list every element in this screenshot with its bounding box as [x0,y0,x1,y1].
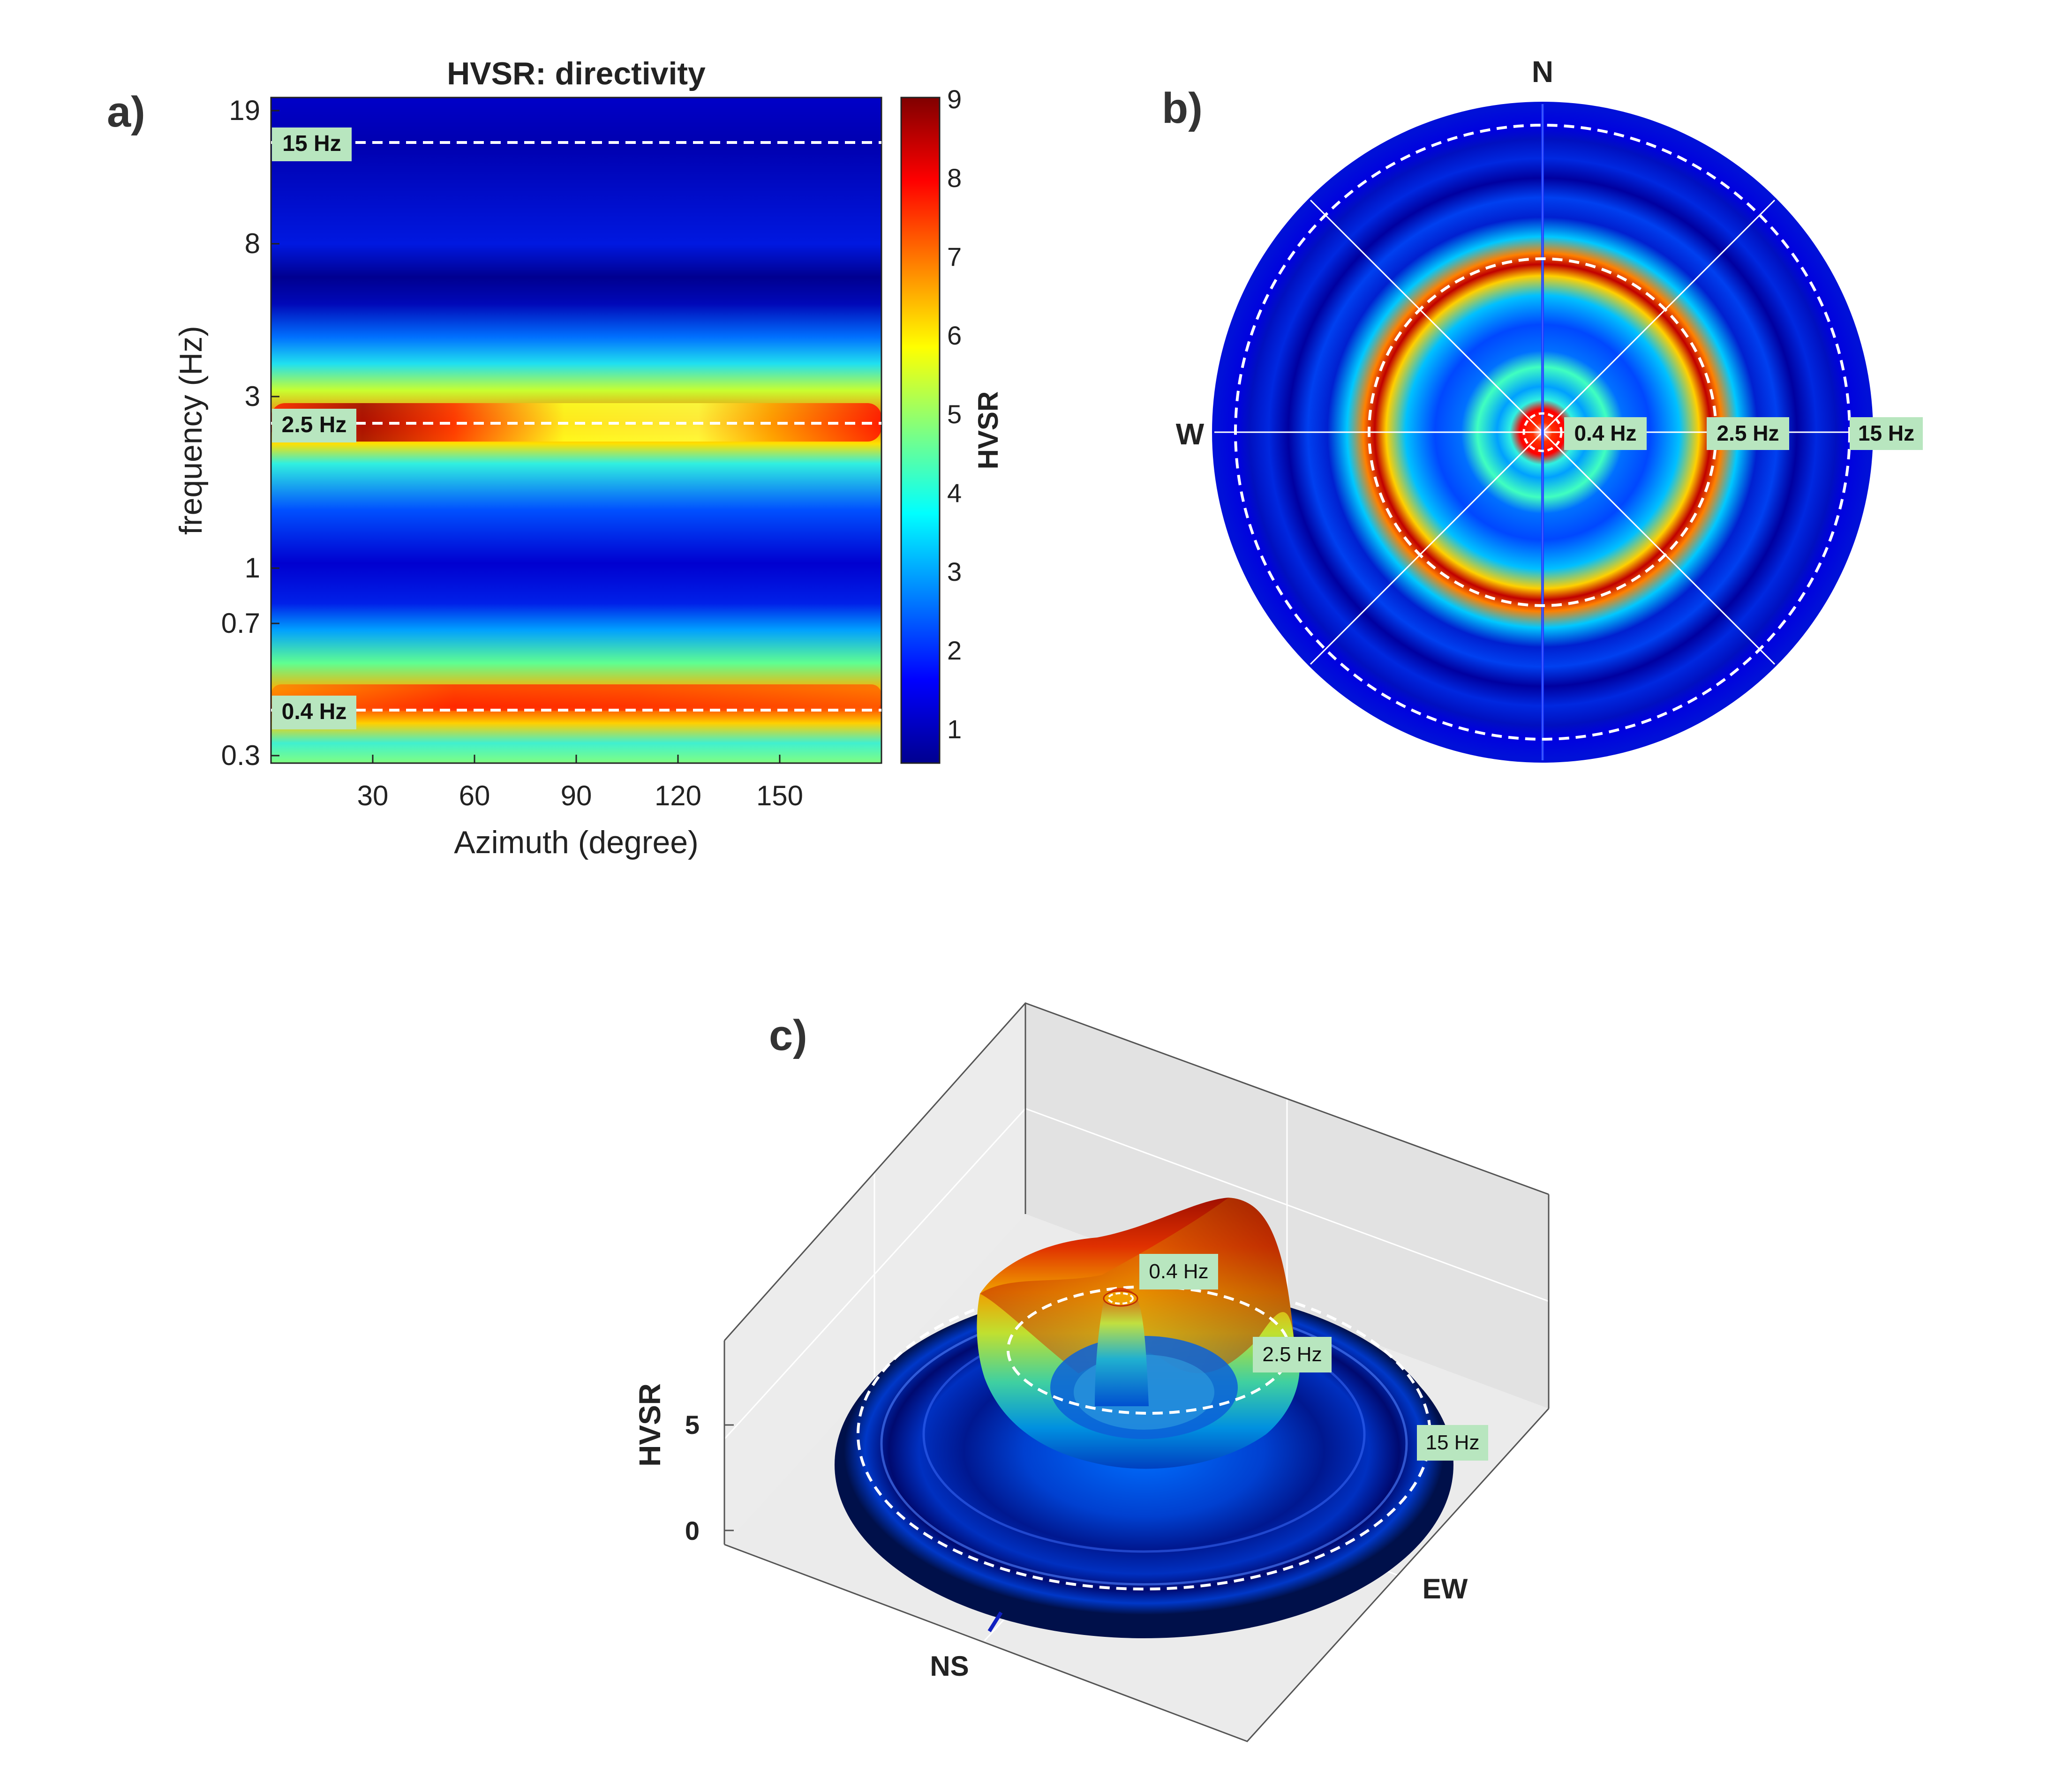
annotation-2.5hz: 2.5 Hz [272,409,356,442]
panel-a-title: HVSR: directivity [447,56,706,91]
panel-b-letter: b) [1162,84,1203,132]
axis-label-ns: NS [930,1650,969,1682]
y-tick: 3 [245,381,260,412]
svg-text:15 Hz: 15 Hz [1426,1431,1480,1454]
z-axis-label: HVSR [633,1383,667,1467]
annotation-15hz: 15 Hz [1850,417,1923,450]
x-tick: 60 [459,780,490,811]
colorbar-tick: 3 [947,557,962,586]
colorbar-tick: 1 [947,714,962,744]
x-tick: 120 [655,780,701,811]
annotation-15hz: 15 Hz [272,127,352,161]
ref-circle-0.4hz [1107,1292,1134,1305]
annotation-0.4hz: 0.4 Hz [272,696,356,729]
svg-text:2.5 Hz: 2.5 Hz [282,412,347,437]
heatmap-band-0.4hz [271,684,881,711]
surface-ridge-crest [980,1198,1294,1373]
axis-label-ew: EW [1423,1573,1468,1605]
z-axis-ticks: 5 0 [685,1410,700,1545]
panel-a-letter: a) [107,88,145,136]
y-axis-label: frequency (Hz) [173,326,209,535]
box-edges [723,1002,1550,1742]
x-tick: 30 [357,780,389,811]
annotation-15hz: 15 Hz [1417,1425,1488,1461]
surface-center-peak [1095,1288,1149,1406]
colorbar-tick: 9 [947,84,962,114]
z-tick: 5 [685,1410,700,1440]
x-tick: 90 [561,780,592,811]
z-tick-marks [724,1424,734,1531]
y-axis-ticks: 19 8 3 1 0.7 0.3 [221,95,260,771]
colorbar-tick: 8 [947,163,962,193]
svg-text:15 Hz: 15 Hz [1858,421,1914,445]
heatmap [271,97,881,763]
panel-b: b) N W 0.4 Hz 2.5 Hz 15 Hz [1162,55,1923,763]
panel-a: a) HVSR: directivity 15 Hz 2.5 Hz 0.4 Hz [107,56,1004,860]
x-tick: 150 [756,780,803,811]
compass-west: W [1176,417,1205,451]
colorbar-tick: 7 [947,242,962,271]
annotation-0.4hz: 0.4 Hz [1139,1254,1218,1290]
panel-c: c) [633,1002,1550,1742]
colorbar-label: HVSR [972,391,1004,470]
colorbar-tick: 4 [947,478,962,508]
svg-text:15 Hz: 15 Hz [282,131,341,156]
svg-text:2.5 Hz: 2.5 Hz [1717,421,1779,445]
annotation-2.5hz: 2.5 Hz [1707,417,1789,450]
ns-axis-marker [987,1611,1003,1633]
y-tick: 0.3 [221,740,260,771]
colorbar-gradient [900,97,941,764]
svg-text:0.4 Hz: 0.4 Hz [282,699,347,724]
y-tick: 8 [245,228,260,259]
panel-c-letter: c) [769,1012,807,1059]
colorbar-tick: 2 [947,636,962,665]
svg-text:2.5 Hz: 2.5 Hz [1262,1343,1322,1366]
z-tick: 0 [685,1516,700,1545]
x-axis-label: Azimuth (degree) [454,825,699,860]
compass-north: N [1532,55,1553,89]
y-tick: 19 [229,95,260,126]
colorbar: 9 8 7 6 5 4 3 2 1 HVSR [900,84,1004,764]
x-axis-ticks: 30 60 90 120 150 [357,780,803,811]
y-tick: 0.7 [221,607,260,639]
annotation-2.5hz: 2.5 Hz [1253,1337,1332,1372]
annotation-0.4hz: 0.4 Hz [1564,417,1647,450]
colorbar-tick: 5 [947,399,962,429]
y-tick: 1 [245,552,260,584]
y-tick-marks [271,110,279,757]
colorbar-tick: 6 [947,321,962,350]
ref-circle-0.4hz [1522,412,1563,452]
svg-text:0.4 Hz: 0.4 Hz [1149,1260,1208,1283]
svg-text:0.4 Hz: 0.4 Hz [1574,421,1637,445]
x-tick-marks [372,755,781,763]
